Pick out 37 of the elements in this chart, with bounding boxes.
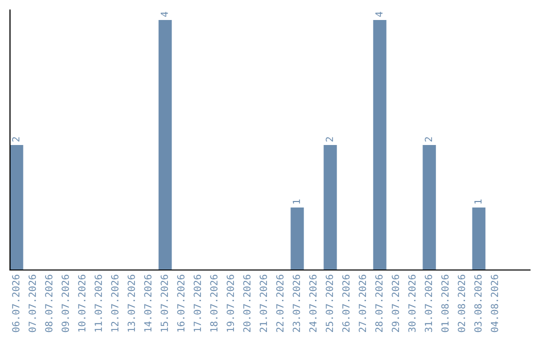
x-tick-label: 26.07.2026 [342,274,350,332]
x-tick-label: 11.07.2026 [94,274,102,332]
data-label: 4 [375,12,382,17]
x-tick-label: 23.07.2026 [292,274,300,332]
x-tick-label: 12.07.2026 [111,274,118,332]
x-tick-label: 18.07.2026 [210,274,218,332]
x-tick-label: 24.07.2026 [309,274,317,332]
x-tick-label: 10.07.2026 [78,274,86,332]
x-tick-label: 08.07.2026 [45,274,52,332]
x-tick-label: 09.07.2026 [62,274,69,332]
x-tick-label: 01.08.2026 [441,274,449,332]
x-tick-label: 02.08.2026 [458,274,466,332]
x-tick-label: 29.07.2026 [392,274,400,332]
x-tick-label: 04.08.2026 [490,274,498,332]
x-tick-label: 25.07.2026 [326,274,334,332]
x-tick-label: 27.07.2026 [358,274,366,332]
x-tick-label: 22.07.2026 [276,274,284,332]
x-tick-label: 17.07.2026 [194,274,202,332]
x-tick-label: 03.08.2026 [474,274,482,332]
x-tick-label: 28.07.2026 [375,274,383,332]
data-label: 1 [292,200,300,204]
data-label: 2 [12,137,20,142]
x-tick-label: 14.07.2026 [144,274,152,332]
x-tick-label: 13.07.2026 [128,274,136,332]
x-tick-label: 31.07.2026 [424,274,432,332]
x-tick-label: 20.07.2026 [243,274,251,332]
x-tick-label: 30.07.2026 [408,274,416,332]
data-label: 1 [474,200,482,204]
data-label: 2 [424,137,432,142]
data-label: 2 [326,137,333,142]
x-tick-label: 19.07.2026 [226,274,234,332]
data-label: 4 [160,12,168,17]
x-tick-label: 15.07.2026 [160,274,168,332]
x-tick-label: 21.07.2026 [260,274,268,332]
x-tick-label: 16.07.2026 [177,274,185,332]
x-tick-label: 07.07.2026 [28,274,36,332]
x-tick-label: 06.07.2026 [12,274,20,332]
